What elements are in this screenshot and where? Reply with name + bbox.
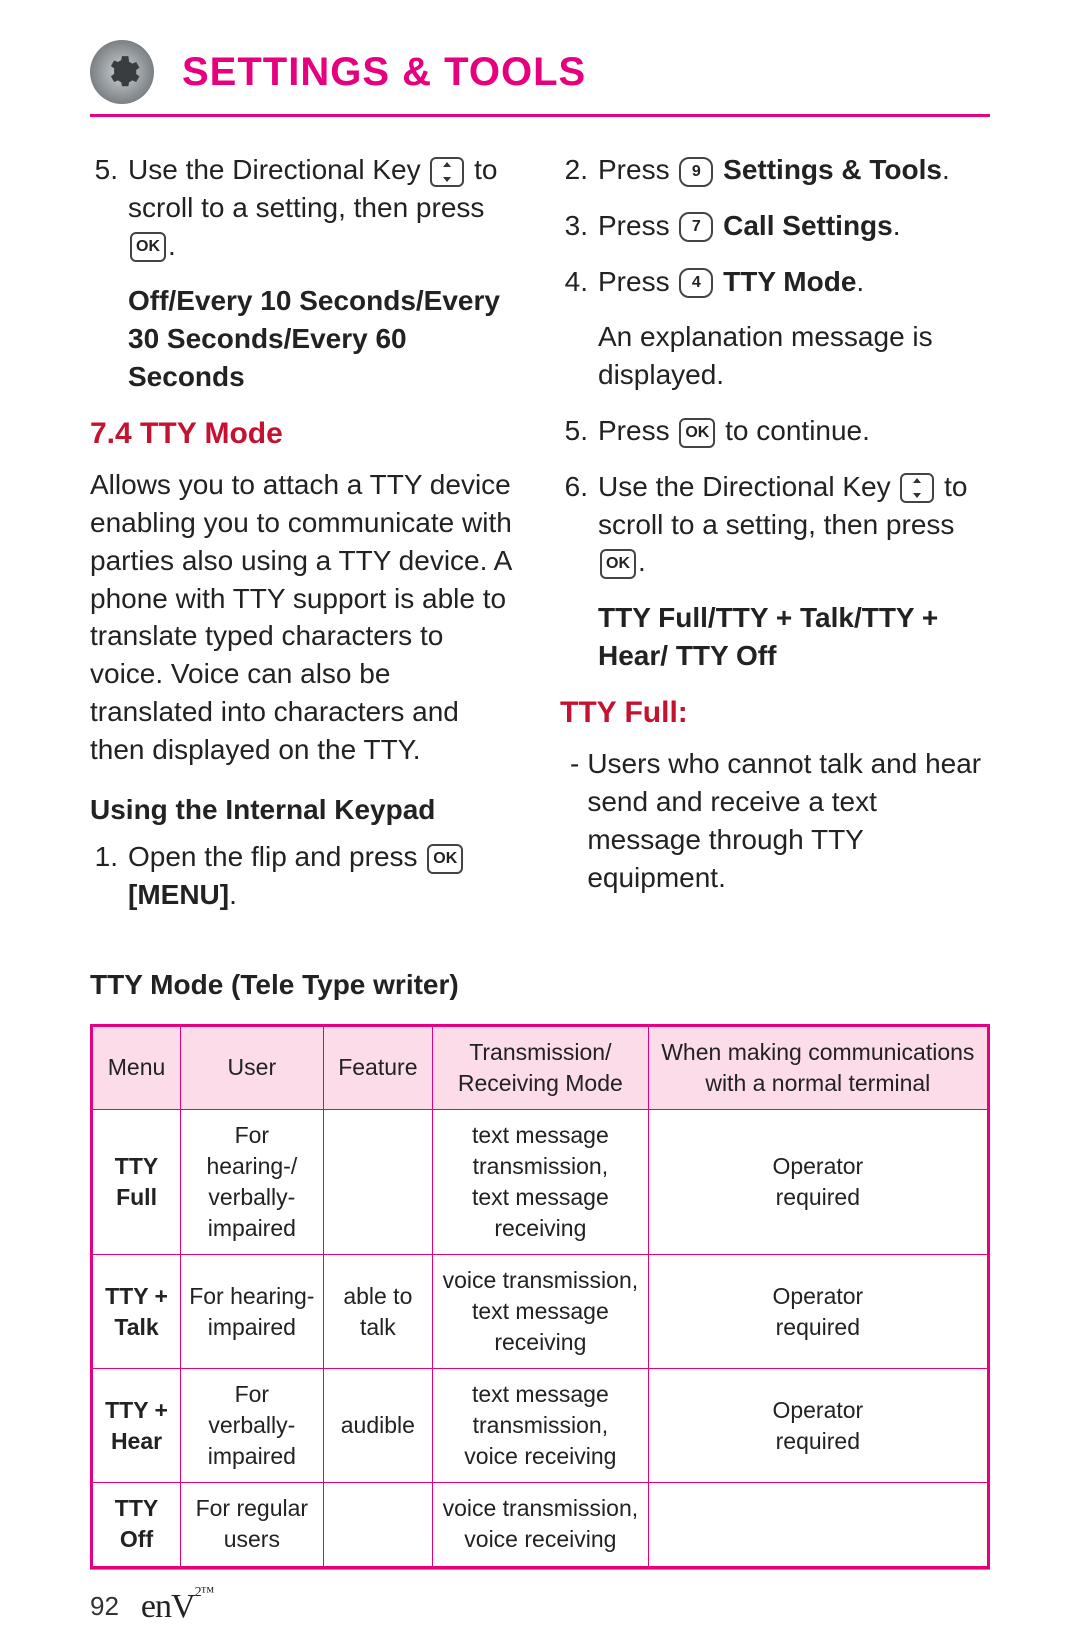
ok-key-icon: OK — [679, 418, 715, 448]
subheading-using-keypad: Using the Internal Keypad — [90, 791, 520, 829]
key-4-icon: 4 — [679, 268, 713, 298]
tty-full-text: Users who cannot talk and hear send and … — [587, 745, 990, 896]
step-text: Press 4 TTY Mode. — [598, 263, 864, 301]
table-title: TTY Mode (Tele Type writer) — [90, 966, 990, 1004]
step-number: 6. — [560, 468, 588, 581]
table-row: TTY OffFor regular users voice transmissi… — [92, 1483, 989, 1567]
table-cell: TTY +Talk — [92, 1255, 181, 1369]
table-row: TTY +HearFor verbally-impairedaudibletex… — [92, 1369, 989, 1483]
step-2-right: 2. Press 9 Settings & Tools. — [560, 151, 990, 189]
table-cell: TTY Full — [92, 1109, 181, 1254]
table-cell: text message transmission,text message r… — [433, 1109, 649, 1254]
tty-full-heading: TTY Full: — [560, 693, 990, 734]
table-header-cell: User — [181, 1025, 324, 1109]
step-text: Open the flip and press OK [MENU]. — [128, 838, 465, 914]
table-cell: Operatorrequired — [648, 1255, 988, 1369]
table-cell — [323, 1483, 432, 1567]
right-column: 2. Press 9 Settings & Tools. 3. Press 7 … — [560, 151, 990, 932]
explain-text: An explanation message is displayed. — [598, 318, 990, 394]
table-header-cell: When making communications with a normal… — [648, 1025, 988, 1109]
step-text: Press 7 Call Settings. — [598, 207, 901, 245]
step-text: Press 9 Settings & Tools. — [598, 151, 950, 189]
table-cell: TTY Off — [92, 1483, 181, 1567]
section-heading-tty-mode: 7.4 TTY Mode — [90, 414, 520, 455]
step-1-left: 1. Open the flip and press OK [MENU]. — [90, 838, 520, 914]
step-4-right: 4. Press 4 TTY Mode. — [560, 263, 990, 301]
step-5-right: 5. Press OK to continue. — [560, 412, 990, 450]
table-row: TTY +TalkFor hearing-impairedable to tal… — [92, 1255, 989, 1369]
table-cell: TTY +Hear — [92, 1369, 181, 1483]
step-number: 4. — [560, 263, 588, 301]
tty-description: Allows you to attach a TTY device enabli… — [90, 466, 520, 768]
table-cell — [648, 1483, 988, 1567]
directional-key-icon — [430, 157, 464, 187]
key-9-icon: 9 — [679, 157, 713, 187]
step-text: Press OK to continue. — [598, 412, 870, 450]
table-header-cell: Feature — [323, 1025, 432, 1109]
ok-key-icon: OK — [130, 232, 166, 262]
tty-mode-table: MenuUserFeatureTransmission/Receiving Mo… — [90, 1024, 990, 1569]
table-cell — [323, 1109, 432, 1254]
step-text: Use the Directional Key to scroll to a s… — [598, 468, 990, 581]
step-number: 1. — [90, 838, 118, 914]
key-7-icon: 7 — [679, 212, 713, 242]
brand-logo: enV2™ — [141, 1584, 213, 1629]
page-footer: 92 enV2™ — [90, 1569, 990, 1629]
gear-icon — [90, 40, 154, 104]
step-number: 5. — [90, 151, 118, 264]
table-cell: voice transmission,text message receivin… — [433, 1255, 649, 1369]
step-text: Use the Directional Key to scroll to a s… — [128, 151, 520, 264]
step-3-right: 3. Press 7 Call Settings. — [560, 207, 990, 245]
page-number: 92 — [90, 1589, 119, 1624]
table-header-cell: Menu — [92, 1025, 181, 1109]
left-column: 5. Use the Directional Key to scroll to … — [90, 151, 520, 932]
table-cell: For regular users — [181, 1483, 324, 1567]
tty-full-item: - Users who cannot talk and hear send an… — [570, 745, 990, 896]
ok-key-icon: OK — [600, 549, 636, 579]
table-cell: For verbally-impaired — [181, 1369, 324, 1483]
page-header: SETTINGS & TOOLS — [90, 40, 990, 117]
table-cell: audible — [323, 1369, 432, 1483]
table-cell: text message transmission,voice receivin… — [433, 1369, 649, 1483]
table-header-cell: Transmission/Receiving Mode — [433, 1025, 649, 1109]
step-number: 3. — [560, 207, 588, 245]
tty-table-wrap: MenuUserFeatureTransmission/Receiving Mo… — [90, 1024, 990, 1569]
step-number: 5. — [560, 412, 588, 450]
content-columns: 5. Use the Directional Key to scroll to … — [90, 151, 990, 932]
directional-key-icon — [900, 473, 934, 503]
interval-options: Off/Every 10 Seconds/Every 30 Seconds/Ev… — [128, 282, 520, 395]
table-cell: Operatorrequired — [648, 1109, 988, 1254]
table-cell: For hearing-impaired — [181, 1255, 324, 1369]
ok-key-icon: OK — [427, 844, 463, 874]
step-5-left: 5. Use the Directional Key to scroll to … — [90, 151, 520, 264]
tty-options: TTY Full/TTY + Talk/TTY + Hear/ TTY Off — [598, 599, 990, 675]
step-6-right: 6. Use the Directional Key to scroll to … — [560, 468, 990, 581]
table-cell: Operatorrequired — [648, 1369, 988, 1483]
table-cell: voice transmission,voice receiving — [433, 1483, 649, 1567]
step-number: 2. — [560, 151, 588, 189]
table-cell: For hearing-/verbally-impaired — [181, 1109, 324, 1254]
table-cell: able to talk — [323, 1255, 432, 1369]
table-row: TTY FullFor hearing-/verbally-impaired te… — [92, 1109, 989, 1254]
page-title: SETTINGS & TOOLS — [182, 45, 586, 99]
